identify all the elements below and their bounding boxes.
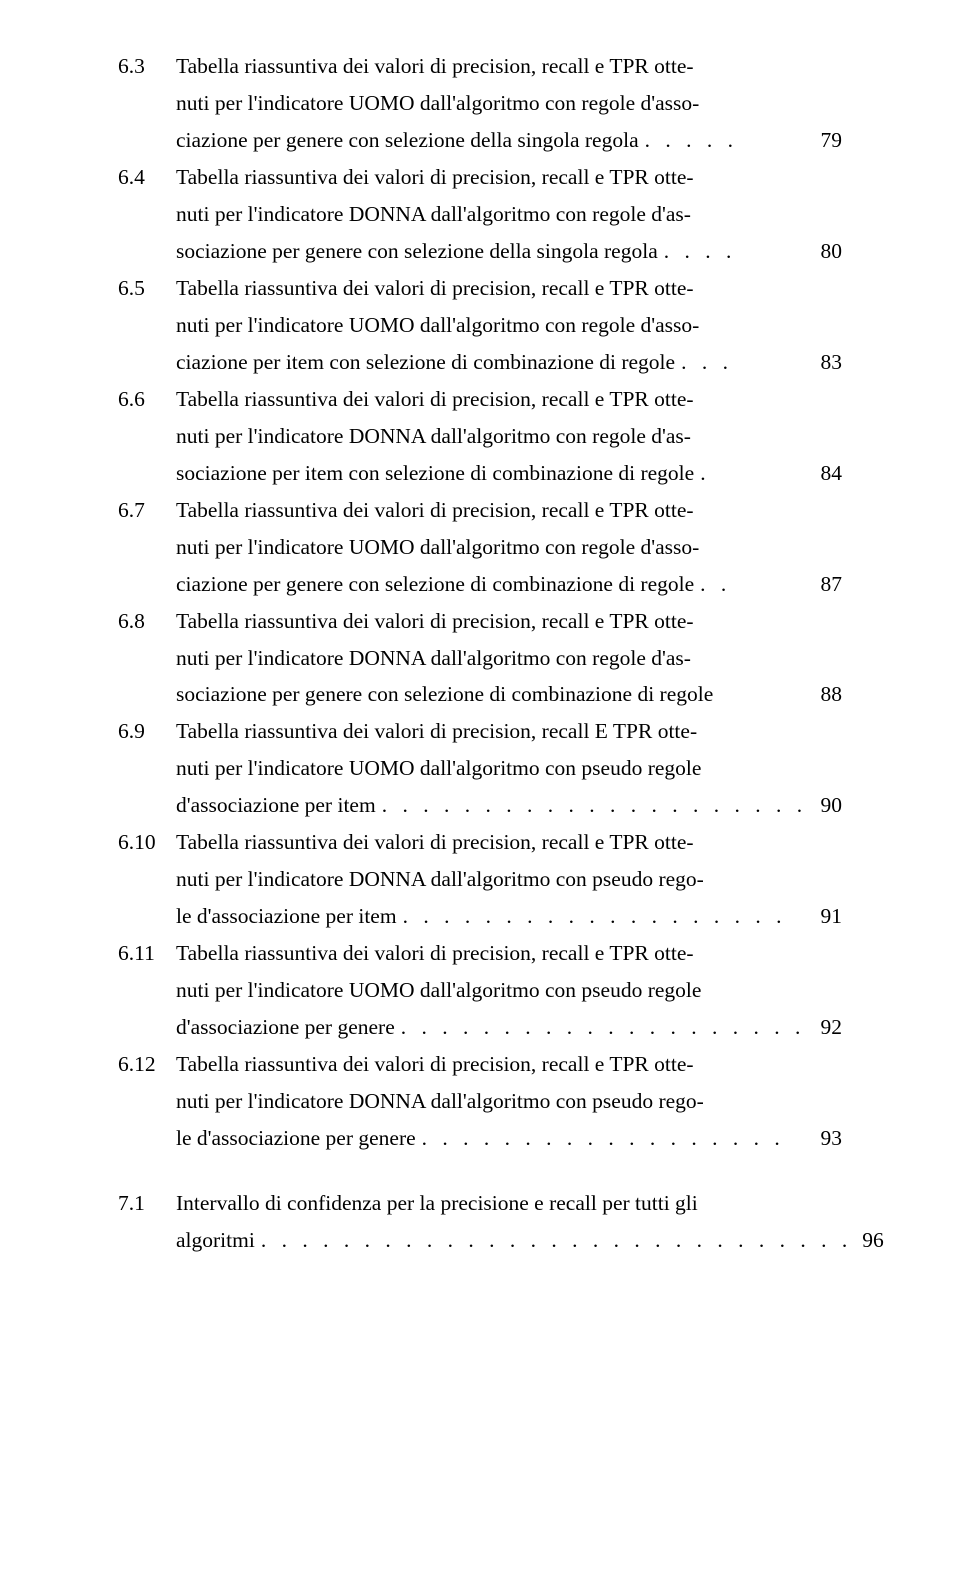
toc-page-number: 87: [815, 566, 843, 603]
toc-entry-last-line: le d'associazione per genere: [176, 1120, 416, 1157]
toc-entry-last-line: sociazione per genere con selezione dell…: [176, 233, 658, 270]
toc-entry-line: Tabella riassuntiva dei valori di precis…: [176, 935, 842, 972]
toc-entry: 6.9 Tabella riassuntiva dei valori di pr…: [118, 713, 842, 824]
toc-entry-last-line: d'associazione per genere: [176, 1009, 395, 1046]
toc-entry-number: 6.10: [118, 824, 176, 935]
toc-page-number: 79: [815, 122, 843, 159]
toc-entry-line: nuti per l'indicatore UOMO dall'algoritm…: [176, 750, 842, 787]
toc-dot-leaders: .: [694, 455, 814, 492]
toc-entry-body: Tabella riassuntiva dei valori di precis…: [176, 1046, 842, 1157]
toc-entry: 6.6 Tabella riassuntiva dei valori di pr…: [118, 381, 842, 492]
toc-entry-line: Tabella riassuntiva dei valori di precis…: [176, 270, 842, 307]
toc-entry-number: 6.11: [118, 935, 176, 1046]
toc-entry-line: Tabella riassuntiva dei valori di precis…: [176, 492, 842, 529]
section-gap: [118, 1157, 842, 1185]
toc-entry-line: Intervallo di confidenza per la precisio…: [176, 1185, 884, 1222]
toc-entry-number: 6.3: [118, 48, 176, 159]
toc-entry-line: nuti per l'indicatore UOMO dall'algoritm…: [176, 972, 842, 1009]
toc-entry: 6.4 Tabella riassuntiva dei valori di pr…: [118, 159, 842, 270]
toc-entry-body: Intervallo di confidenza per la precisio…: [176, 1185, 884, 1259]
toc-entry-line: nuti per l'indicatore DONNA dall'algorit…: [176, 640, 842, 677]
toc-dot-leaders: . . . . . . . . . . . . . . . . . . .: [397, 898, 815, 935]
toc-entry: 6.5 Tabella riassuntiva dei valori di pr…: [118, 270, 842, 381]
toc-entry-line: nuti per l'indicatore DONNA dall'algorit…: [176, 861, 842, 898]
toc-page-number: 84: [815, 455, 843, 492]
toc-entry-number: 6.5: [118, 270, 176, 381]
toc-page-number: 91: [815, 898, 843, 935]
toc-entry-body: Tabella riassuntiva dei valori di precis…: [176, 603, 842, 714]
toc-entry-line: nuti per l'indicatore DONNA dall'algorit…: [176, 418, 842, 455]
toc-entry: 6.7 Tabella riassuntiva dei valori di pr…: [118, 492, 842, 603]
toc-entry-body: Tabella riassuntiva dei valori di precis…: [176, 381, 842, 492]
toc-entry-body: Tabella riassuntiva dei valori di precis…: [176, 935, 842, 1046]
toc-dot-leaders: . . . . . . . . . . . . . . . . . . . . …: [376, 787, 815, 824]
toc-entry-number: 6.4: [118, 159, 176, 270]
toc-entry: 6.8 Tabella riassuntiva dei valori di pr…: [118, 603, 842, 714]
toc-entry-line: Tabella riassuntiva dei valori di precis…: [176, 713, 842, 750]
toc-entry-line: nuti per l'indicatore UOMO dall'algoritm…: [176, 85, 842, 122]
toc-dot-leaders: . . . .: [658, 233, 815, 270]
toc-entry-body: Tabella riassuntiva dei valori di precis…: [176, 159, 842, 270]
toc-entry-last-line: ciazione per genere con selezione della …: [176, 122, 639, 159]
toc-entry-line: nuti per l'indicatore DONNA dall'algorit…: [176, 1083, 842, 1120]
toc-entry-last-line: ciazione per genere con selezione di com…: [176, 566, 694, 603]
toc-entry-line: nuti per l'indicatore UOMO dall'algoritm…: [176, 529, 842, 566]
toc-entry-last-line: algoritmi: [176, 1222, 255, 1259]
toc-dot-leaders: . .: [694, 566, 814, 603]
toc-entry-body: Tabella riassuntiva dei valori di precis…: [176, 270, 842, 381]
toc-page-number: 93: [815, 1120, 843, 1157]
toc-entry-line: nuti per l'indicatore DONNA dall'algorit…: [176, 196, 842, 233]
toc-entry: 6.3 Tabella riassuntiva dei valori di pr…: [118, 48, 842, 159]
toc-page-number: 88: [815, 676, 843, 713]
toc-entry-line: nuti per l'indicatore UOMO dall'algoritm…: [176, 307, 842, 344]
toc-entry-last-line: ciazione per item con selezione di combi…: [176, 344, 675, 381]
toc-entry-last-line: sociazione per genere con selezione di c…: [176, 676, 713, 713]
toc-page-number: 90: [815, 787, 843, 824]
toc-entry-line: Tabella riassuntiva dei valori di precis…: [176, 48, 842, 85]
toc-entry-body: Tabella riassuntiva dei valori di precis…: [176, 48, 842, 159]
toc-entry-number: 6.9: [118, 713, 176, 824]
toc-entry-line: Tabella riassuntiva dei valori di precis…: [176, 381, 842, 418]
toc-entry-number: 6.7: [118, 492, 176, 603]
toc-entry: 6.11 Tabella riassuntiva dei valori di p…: [118, 935, 842, 1046]
toc-entry-body: Tabella riassuntiva dei valori di precis…: [176, 713, 842, 824]
toc-entry-body: Tabella riassuntiva dei valori di precis…: [176, 492, 842, 603]
toc-entry: 6.10 Tabella riassuntiva dei valori di p…: [118, 824, 842, 935]
toc-entry-line: Tabella riassuntiva dei valori di precis…: [176, 1046, 842, 1083]
page: 6.3 Tabella riassuntiva dei valori di pr…: [0, 0, 960, 1582]
toc-page-number: 83: [815, 344, 843, 381]
toc-entry-line: Tabella riassuntiva dei valori di precis…: [176, 824, 842, 861]
toc-entry-number: 6.6: [118, 381, 176, 492]
toc-entry-number: 7.1: [118, 1185, 176, 1259]
toc-dot-leaders: . . . . . . . . . . . . . . . . . . . .: [395, 1009, 815, 1046]
toc-entry-last-line: d'associazione per item: [176, 787, 376, 824]
toc-entry-line: Tabella riassuntiva dei valori di precis…: [176, 603, 842, 640]
toc-entry-body: Tabella riassuntiva dei valori di precis…: [176, 824, 842, 935]
toc-entry-last-line: le d'associazione per item: [176, 898, 397, 935]
toc-dot-leaders: . . . . .: [639, 122, 815, 159]
toc-entry-number: 6.12: [118, 1046, 176, 1157]
toc-dot-leaders: . . .: [675, 344, 814, 381]
toc-entry: 7.1 Intervallo di confidenza per la prec…: [118, 1185, 842, 1259]
toc-page-number: 92: [815, 1009, 843, 1046]
toc-dot-leaders: . . . . . . . . . . . . . . . . . .: [416, 1120, 815, 1157]
toc-entry-number: 6.8: [118, 603, 176, 714]
toc-dot-leaders: . . . . . . . . . . . . . . . . . . . . …: [255, 1222, 856, 1259]
toc-entry: 6.12 Tabella riassuntiva dei valori di p…: [118, 1046, 842, 1157]
toc-page-number: 96: [856, 1222, 884, 1259]
toc-entry-line: Tabella riassuntiva dei valori di precis…: [176, 159, 842, 196]
toc-entry-last-line: sociazione per item con selezione di com…: [176, 455, 694, 492]
toc-page-number: 80: [815, 233, 843, 270]
